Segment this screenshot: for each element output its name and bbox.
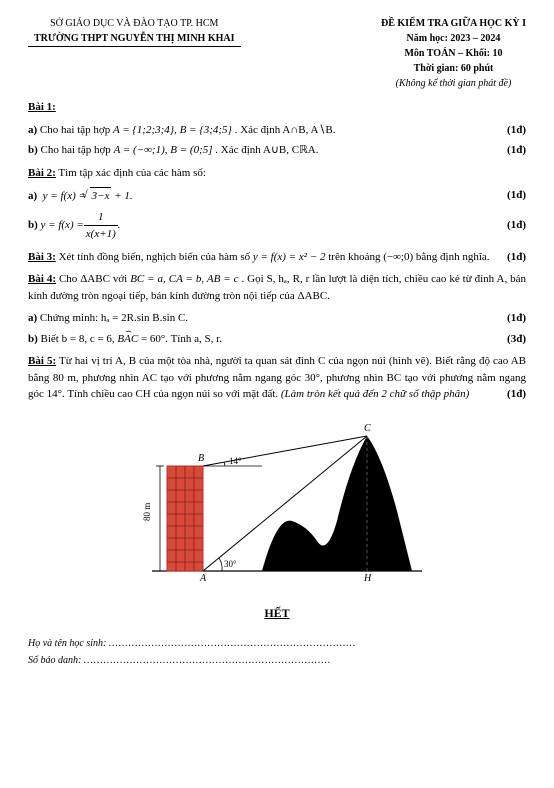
bai-2: Bài 2: Tìm tập xác định của các hàm số: [28, 165, 526, 182]
het: HẾT [28, 604, 526, 622]
header-right: ĐỀ KIỂM TRA GIỮA HỌC KỲ I Năm học: 2023 … [381, 16, 526, 91]
b4b-pre: Biết b = 8, c = 6, [41, 333, 118, 345]
diag-C: C [364, 423, 371, 434]
b1b: b) Cho hai tập hợp A = (−∞;1), B = (0;5]… [28, 142, 526, 159]
diagram: A B C H 80 m 30° 14° [28, 411, 526, 597]
school-line: TRƯỜNG THPT NGUYỄN THỊ MINH KHAI [28, 31, 241, 47]
bai-5-label: Bài 5: [28, 355, 56, 367]
bai-4-label: Bài 4: [28, 273, 56, 285]
b3-t2: trên khoảng (−∞;0) bằng định nghĩa. [328, 251, 489, 263]
b2a-post: + 1. [114, 190, 132, 202]
footer-name-dots: ………………………………………………………………… [109, 638, 356, 649]
b1b-text: Cho hai tập hợp [41, 144, 114, 156]
diag-height: 80 m [142, 502, 152, 520]
b2b-pre: y = f(x) = [41, 217, 84, 234]
school-name: TRƯỜNG THPT NGUYỄN THỊ MINH KHAI [28, 31, 241, 47]
diagram-svg: A B C H 80 m 30° 14° [112, 411, 442, 591]
b4a: a) Chứng minh: hₐ = 2R.sin B.sin C. (1đ) [28, 310, 526, 327]
b3-t1: Xét tính đồng biến, nghịch biến của hàm … [59, 251, 253, 263]
b1b-pts: (1đ) [507, 142, 526, 159]
b1a-sets: A = {1;2;3;4}, B = {3;4;5} [113, 124, 232, 136]
diag-14: 14° [229, 456, 242, 466]
header: SỞ GIÁO DỤC VÀ ĐÀO TẠO TP. HCM TRƯỜNG TH… [28, 16, 526, 91]
b2a-pts: (1đ) [507, 187, 526, 204]
b3-func: y = f(x) = x² − 2 [253, 251, 326, 263]
b2a: a) y = f(x) = 3−x + 1. (1đ) [28, 187, 526, 205]
bai-5: Bài 5: Từ hai vị trí A, B của một tòa nh… [28, 353, 526, 403]
b4-i1: Cho ΔABC với [59, 273, 130, 285]
b1a-pts: (1đ) [507, 122, 526, 139]
bai-1: Bài 1: [28, 99, 526, 116]
diag-H: H [363, 573, 372, 584]
footer-name-label: Họ và tên học sinh: [28, 638, 106, 649]
b2a-sqrt: 3−x [90, 187, 112, 205]
b2b-frac: 1 x(x+1) [84, 209, 118, 243]
b1b-sets: A = (−∞;1), B = (0;5] [114, 144, 213, 156]
b3-pts: (1đ) [507, 249, 526, 266]
bai-3: Bài 3: Xét tính đồng biến, nghịch biến c… [28, 249, 526, 266]
b2b-pts: (1đ) [507, 217, 526, 234]
diag-A: A [199, 573, 207, 584]
diag-B: B [198, 453, 204, 464]
b4a-pts: (1đ) [507, 310, 526, 327]
b1b-tail: . Xác định A∪B, CℝA. [215, 144, 318, 156]
exam-title: ĐỀ KIỂM TRA GIỮA HỌC KỲ I [381, 16, 526, 31]
bai-4: Bài 4: Cho ΔABC với BC = a, CA = b, AB =… [28, 271, 526, 304]
b2b-den: x(x+1) [84, 226, 118, 243]
b1a-tail: . Xác định A∩B, A∖B. [235, 124, 336, 136]
b5-italic: (Làm tròn kết quả đến 2 chữ số thập phân… [281, 388, 469, 400]
b1a-text: Cho hai tập hợp [40, 124, 113, 136]
b4b-post: = 60°. Tính a, S, r. [141, 333, 222, 345]
b4b: b) Biết b = 8, c = 6, BAC = 60°. Tính a,… [28, 331, 526, 348]
b4b-angle: BAC [117, 331, 138, 348]
b4b-pts: (3đ) [507, 331, 526, 348]
bai-3-label: Bài 3: [28, 251, 56, 263]
footer-id-label: Số báo danh: [28, 655, 81, 666]
exam-note: (Không kể thời gian phát đề) [381, 76, 526, 91]
b2-intro: Tìm tập xác định của các hàm số: [58, 167, 206, 179]
exam-year: Năm học: 2023 – 2024 [381, 31, 526, 46]
b4-sides: BC = a, CA = b, AB = c [130, 273, 238, 285]
footer-name: Họ và tên học sinh: ……………………………………………………… [28, 636, 526, 651]
diag-30: 30° [224, 559, 237, 569]
bai-1-label: Bài 1: [28, 101, 56, 113]
b1a: a) Cho hai tập hợp A = {1;2;3;4}, B = {3… [28, 122, 526, 139]
footer-id: Số báo danh: ………………………………………………………………… [28, 653, 526, 668]
dept-line: SỞ GIÁO DỤC VÀ ĐÀO TẠO TP. HCM [28, 16, 241, 31]
footer-id-dots: ………………………………………………………………… [84, 655, 331, 666]
b2b-post: . [118, 217, 121, 234]
b5-pts: (1đ) [507, 386, 526, 403]
bai-2-label: Bài 2: [28, 167, 56, 179]
b4a-text: Chứng minh: hₐ = 2R.sin B.sin C. [40, 312, 188, 324]
exam-subject: Môn TOÁN – Khối: 10 [381, 46, 526, 61]
b2b-num: 1 [84, 209, 118, 227]
header-left: SỞ GIÁO DỤC VÀ ĐÀO TẠO TP. HCM TRƯỜNG TH… [28, 16, 241, 91]
exam-time: Thời gian: 60 phút [381, 61, 526, 76]
b2b: b) y = f(x) = 1 x(x+1) . (1đ) [28, 209, 526, 243]
